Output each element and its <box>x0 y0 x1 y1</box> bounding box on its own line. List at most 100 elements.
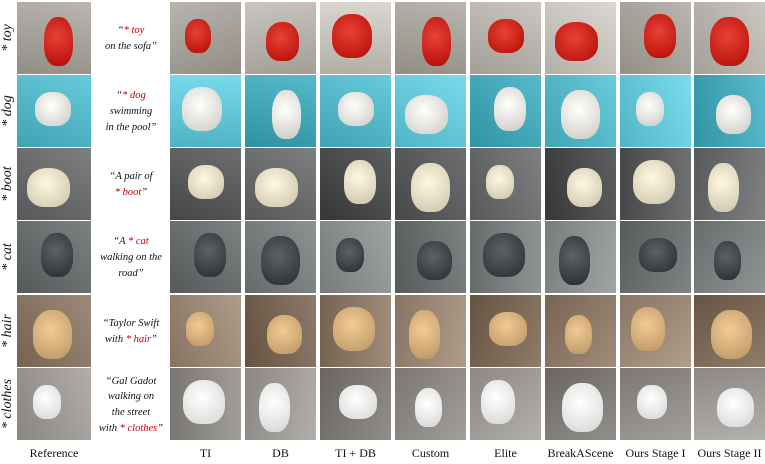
generated-image <box>545 221 616 293</box>
row-label: * toy <box>0 2 16 74</box>
generated-image <box>470 2 541 74</box>
prompt-line: in the pool” <box>106 120 157 136</box>
row-label-text: * dog <box>0 95 15 127</box>
prompt-segment: ” <box>141 187 148 198</box>
prompt-line: road” <box>118 266 143 282</box>
prompt-segment: swimming <box>109 106 153 118</box>
prompt-segment: ” <box>151 334 157 345</box>
prompt-text: “A pair of * boot” <box>97 152 165 218</box>
prompt-segment: “Gal Gadot <box>105 375 157 387</box>
figure-row: * dog “* dog swimming in the pool” <box>0 75 765 147</box>
prompt-segment: ” <box>157 422 164 434</box>
generated-image <box>694 295 765 367</box>
prompt-line: with * hair” <box>105 332 157 348</box>
prompt-text: “* dog swimming in the pool” <box>97 79 165 145</box>
prompt-keyword: * cat <box>128 236 149 248</box>
generated-image <box>395 295 466 367</box>
prompt-line: walking on the <box>100 250 162 266</box>
generated-image <box>470 221 541 293</box>
generated-image <box>470 148 541 220</box>
prompt-segment: the street <box>111 407 151 418</box>
generated-image <box>395 75 466 147</box>
prompt-line: walking on <box>108 389 154 405</box>
generated-image <box>170 75 241 147</box>
row-label-text: * boot <box>0 166 15 202</box>
generated-image <box>320 221 391 293</box>
generated-image <box>694 221 765 293</box>
figure-row: * boot “A pair of * boot” <box>0 148 765 220</box>
prompt-segment: road” <box>118 267 144 279</box>
prompt-line: with * clothes” <box>99 421 163 437</box>
row-label: * cat <box>0 221 16 293</box>
column-labels: Reference TI DB TI + DB Custom Elite BreakASc… <box>0 441 765 464</box>
generated-image <box>245 148 316 220</box>
generated-image <box>620 368 691 440</box>
prompt-keyword: * boot <box>114 187 142 198</box>
column-label: Ours Stage I <box>625 446 686 460</box>
generated-image <box>320 368 391 440</box>
generated-image <box>395 148 466 220</box>
generated-image <box>620 75 691 147</box>
generated-image <box>620 295 691 367</box>
prompt-line: “Gal Gadot <box>106 374 156 390</box>
generated-image <box>694 368 765 440</box>
generated-image <box>620 221 691 293</box>
prompt-segment: “Taylor Swift <box>102 318 160 330</box>
generated-image <box>545 368 616 440</box>
generated-image <box>245 75 316 147</box>
row-label-text: * hair <box>0 314 15 348</box>
column-label-reference: Reference <box>29 446 79 460</box>
generated-image <box>170 148 241 220</box>
prompt-line: the street <box>112 405 150 421</box>
column-label: TI <box>199 446 212 460</box>
figure-row: * cat “A * cat walking on the road” <box>0 221 765 293</box>
prompt-text: “* toy on the sofa” <box>97 6 165 72</box>
prompt-segment: with <box>98 422 120 434</box>
prompt-segment: “ <box>116 90 123 102</box>
generated-image <box>620 2 691 74</box>
generated-image <box>470 295 541 367</box>
prompt-line: on the sofa” <box>105 39 157 55</box>
prompt-segment: walking on <box>107 391 155 403</box>
generated-image <box>395 368 466 440</box>
figure-row: * hair “Taylor Swift with * hair” <box>0 295 765 367</box>
reference-image <box>17 148 91 220</box>
row-label: * hair <box>0 295 16 367</box>
prompt-segment: “ <box>117 25 124 37</box>
generated-image <box>470 368 541 440</box>
generated-image <box>545 2 616 74</box>
generated-image <box>620 148 691 220</box>
row-label: * clothes <box>0 368 16 440</box>
generated-image <box>694 148 765 220</box>
column-label: TI + DB <box>335 446 376 460</box>
generated-image <box>320 75 391 147</box>
prompt-segment: in the pool” <box>105 121 157 133</box>
prompt-segment: on the sofa” <box>105 41 157 52</box>
reference-image <box>17 221 91 293</box>
generated-image <box>545 148 616 220</box>
generated-image <box>170 2 241 74</box>
reference-image <box>17 368 91 440</box>
generated-image <box>470 75 541 147</box>
prompt-segment: “A pair of <box>109 171 153 183</box>
reference-image <box>17 75 91 147</box>
prompt-text: “A * cat walking on the road” <box>97 225 165 291</box>
generated-image <box>545 295 616 367</box>
prompt-segment: with <box>105 334 126 345</box>
generated-image <box>320 2 391 74</box>
generated-image <box>320 295 391 367</box>
prompt-line: “* dog <box>116 88 145 104</box>
generated-image <box>170 368 241 440</box>
column-label: DB <box>272 446 289 460</box>
row-label: * boot <box>0 148 16 220</box>
column-label: Custom <box>411 446 450 460</box>
row-label-text: * toy <box>0 24 15 52</box>
generated-image <box>395 2 466 74</box>
prompt-text: “Gal Gadot walking on the street with * clo… <box>97 372 165 438</box>
column-label: Elite <box>494 446 517 460</box>
column-label: BreakAScene <box>547 446 614 460</box>
row-label: * dog <box>0 75 16 147</box>
prompt-line: “A * cat <box>113 234 148 250</box>
prompt-line: * boot” <box>115 185 147 201</box>
